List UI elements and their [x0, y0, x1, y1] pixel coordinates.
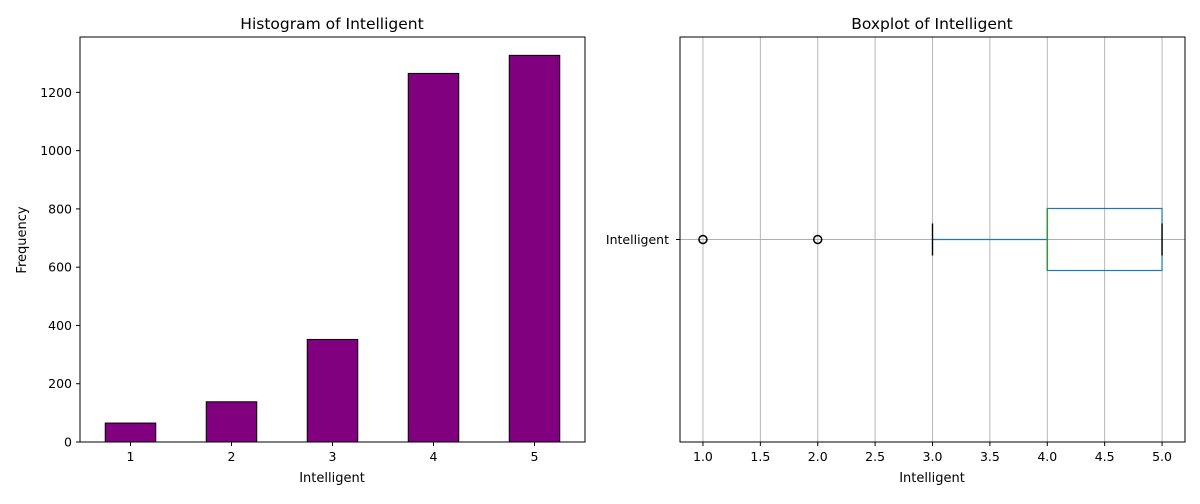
histogram-bar: [306, 338, 359, 443]
histogram-y-tick-label: 0: [64, 435, 72, 450]
boxplot-x-tick-label: 1.5: [750, 449, 770, 464]
boxplot-x-tick-label: 3.5: [980, 449, 1000, 464]
boxplot-x-ticks: 1.0 1.5 2.0 2.5 3.0 3.5 4.0 4.5 5.0: [693, 442, 1172, 464]
histogram-bars: [104, 54, 561, 443]
histogram-x-axis-label: Intelligent: [299, 471, 365, 486]
boxplot-x-tick-label: 2.5: [865, 449, 885, 464]
boxplot-outlier-point: [698, 234, 708, 245]
boxplot-title: Boxplot of Intelligent: [851, 15, 1013, 33]
histogram-y-ticks: 0 200 400 600 800 1000 1200: [40, 85, 80, 450]
histogram-y-tick-label: 800: [48, 201, 72, 216]
boxplot-shapes: [698, 207, 1163, 272]
histogram-title: Histogram of Intelligent: [240, 15, 423, 33]
boxplot-x-tick-label: 4.5: [1095, 449, 1115, 464]
histogram-bar: [205, 401, 258, 443]
boxplot-x-axis-label: Intelligent: [899, 471, 965, 486]
histogram-y-tick-label: 200: [48, 376, 72, 391]
histogram-panel: Histogram of Intelligent 1 2 3 4 5 0 200 400 60…: [15, 15, 586, 486]
boxplot-outlier-point: [812, 234, 823, 245]
boxplot-category-label: Intelligent: [606, 232, 669, 247]
histogram-y-tick-label: 600: [48, 260, 72, 275]
histogram-bar: [104, 422, 157, 443]
boxplot-x-tick-label: 1.0: [693, 449, 713, 464]
boxplot-panel: Boxplot of Intelligent 1.0 1.5 2.0 2.5 3.0 3.…: [606, 15, 1186, 486]
histogram-plot-frame: [79, 36, 586, 443]
histogram-y-tick-label: 1200: [40, 85, 72, 100]
histogram-x-tick-label: 1: [127, 449, 135, 464]
boxplot-plot-frame: [679, 36, 1186, 443]
boxplot-x-tick-label: 3.0: [923, 449, 943, 464]
histogram-y-axis-label: Frequency: [15, 206, 30, 273]
histogram-x-tick-label: 5: [531, 449, 539, 464]
histogram-y-tick-label: 1000: [40, 143, 72, 158]
boxplot-x-tick-label: 4.0: [1037, 449, 1057, 464]
histogram-x-tick-label: 3: [329, 449, 337, 464]
boxplot-y-ticks: Intelligent: [606, 232, 680, 247]
histogram-y-tick-label: 400: [48, 318, 72, 333]
histogram-bar: [508, 54, 561, 443]
histogram-x-tick-label: 4: [430, 449, 438, 464]
histogram-x-tick-label: 2: [228, 449, 236, 464]
boxplot-x-tick-label: 5.0: [1152, 449, 1172, 464]
boxplot-x-tick-label: 2.0: [808, 449, 828, 464]
histogram-bar: [407, 72, 460, 443]
histogram-x-ticks: 1 2 3 4 5: [127, 442, 539, 464]
